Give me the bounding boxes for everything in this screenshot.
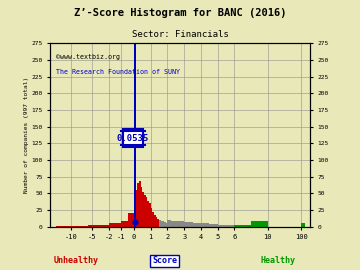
Bar: [226, 225, 234, 227]
Bar: [121, 221, 128, 227]
Bar: [128, 214, 134, 227]
Bar: [184, 222, 193, 227]
Bar: [109, 224, 121, 227]
Bar: [88, 225, 92, 227]
Bar: [141, 187, 142, 227]
Bar: [218, 225, 226, 227]
Bar: [151, 208, 152, 227]
Bar: [92, 225, 98, 227]
Bar: [76, 226, 80, 227]
Bar: [80, 226, 84, 227]
Bar: [156, 217, 157, 227]
Bar: [201, 224, 209, 227]
Bar: [98, 225, 103, 227]
Bar: [157, 219, 159, 227]
Text: ©www.textbiz.org: ©www.textbiz.org: [55, 54, 120, 60]
Bar: [239, 225, 243, 227]
Bar: [71, 226, 76, 227]
Bar: [162, 221, 164, 227]
Bar: [144, 195, 146, 227]
Bar: [152, 212, 154, 227]
Bar: [139, 181, 141, 227]
Bar: [159, 220, 161, 227]
Text: The Research Foundation of SUNY: The Research Foundation of SUNY: [55, 69, 180, 75]
Text: 0.0535: 0.0535: [117, 133, 149, 143]
Bar: [176, 221, 184, 227]
Bar: [164, 222, 166, 227]
Bar: [61, 226, 66, 227]
Bar: [146, 197, 147, 227]
Bar: [66, 226, 71, 227]
Bar: [251, 221, 268, 227]
Bar: [161, 221, 162, 227]
Bar: [167, 220, 171, 227]
Bar: [171, 221, 176, 227]
Bar: [209, 224, 218, 227]
Bar: [154, 215, 156, 227]
Bar: [149, 203, 151, 227]
FancyBboxPatch shape: [123, 129, 143, 147]
Bar: [166, 223, 167, 227]
Bar: [147, 201, 149, 227]
Text: Score: Score: [152, 256, 177, 265]
Bar: [234, 225, 239, 227]
Bar: [142, 192, 144, 227]
Bar: [301, 224, 305, 227]
Bar: [103, 225, 109, 227]
Text: Z’-Score Histogram for BANC (2016): Z’-Score Histogram for BANC (2016): [74, 8, 286, 18]
Bar: [138, 183, 139, 227]
Text: Unhealthy: Unhealthy: [54, 256, 99, 265]
Bar: [56, 226, 61, 227]
Bar: [134, 43, 136, 227]
Bar: [84, 226, 88, 227]
Text: Healthy: Healthy: [261, 256, 296, 265]
Bar: [243, 225, 251, 227]
Text: Sector: Financials: Sector: Financials: [132, 30, 228, 39]
Y-axis label: Number of companies (997 total): Number of companies (997 total): [24, 77, 29, 193]
Bar: [136, 190, 138, 227]
Bar: [193, 223, 201, 227]
